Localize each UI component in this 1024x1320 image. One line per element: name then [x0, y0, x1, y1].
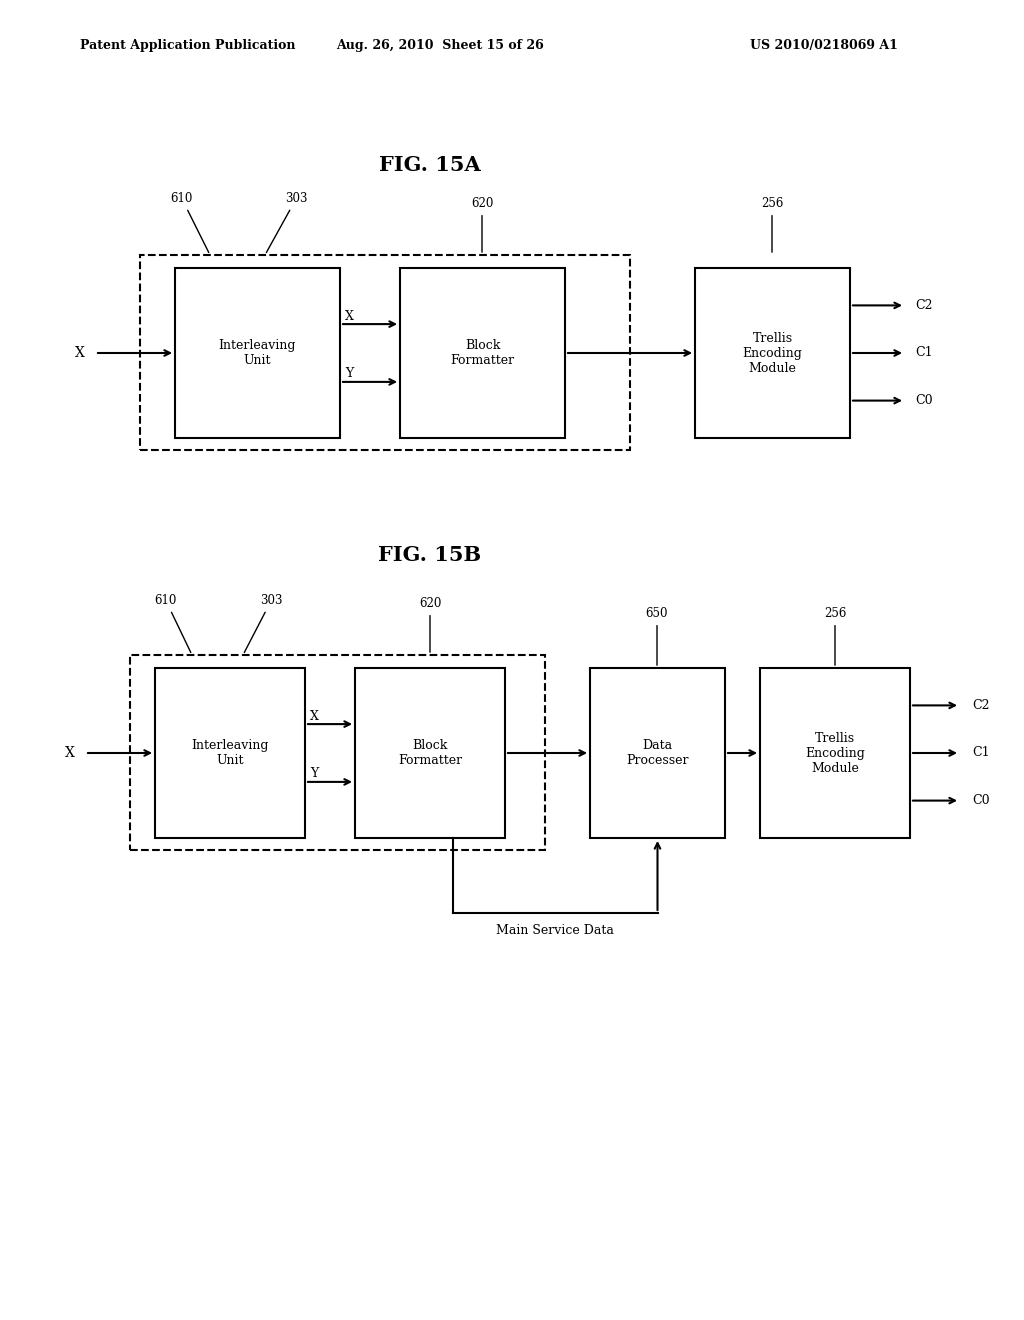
Text: Interleaving
Unit: Interleaving Unit [191, 739, 268, 767]
Bar [760, 668, 910, 838]
Text: 610: 610 [171, 191, 209, 252]
Text: 620: 620 [419, 597, 441, 652]
Bar [140, 255, 630, 450]
Text: 256: 256 [824, 607, 846, 665]
Text: Block
Formatter: Block Formatter [398, 739, 462, 767]
Text: C2: C2 [972, 698, 989, 711]
Text: Block
Formatter: Block Formatter [451, 339, 515, 367]
Text: 303: 303 [266, 191, 307, 252]
Text: 256: 256 [761, 197, 783, 252]
Text: Aug. 26, 2010  Sheet 15 of 26: Aug. 26, 2010 Sheet 15 of 26 [336, 38, 544, 51]
Text: 303: 303 [245, 594, 283, 652]
Text: Trellis
Encoding
Module: Trellis Encoding Module [805, 731, 865, 775]
Bar [355, 668, 505, 838]
Text: Patent Application Publication: Patent Application Publication [80, 38, 296, 51]
Text: FIG. 15A: FIG. 15A [379, 154, 481, 176]
Text: 650: 650 [646, 607, 669, 665]
Text: C1: C1 [972, 747, 989, 759]
Bar [400, 268, 565, 438]
Text: C0: C0 [972, 795, 989, 807]
Bar [130, 655, 545, 850]
Text: 620: 620 [471, 197, 494, 252]
Text: Trellis
Encoding
Module: Trellis Encoding Module [742, 331, 803, 375]
Text: FIG. 15B: FIG. 15B [379, 545, 481, 565]
Bar [175, 268, 340, 438]
Text: Y: Y [310, 767, 318, 780]
Text: US 2010/0218069 A1: US 2010/0218069 A1 [750, 38, 898, 51]
Text: Y: Y [345, 367, 353, 380]
Text: Data
Processer: Data Processer [627, 739, 689, 767]
Text: X: X [345, 310, 354, 322]
Text: C1: C1 [915, 346, 933, 359]
Bar [695, 268, 850, 438]
Text: X: X [66, 746, 75, 760]
Text: C0: C0 [915, 395, 933, 407]
Bar [155, 668, 305, 838]
Text: X: X [75, 346, 85, 360]
Bar [590, 668, 725, 838]
Text: 610: 610 [155, 594, 190, 652]
Text: Main Service Data: Main Service Data [496, 924, 614, 937]
Text: X: X [310, 710, 318, 722]
Text: C2: C2 [915, 298, 933, 312]
Text: Interleaving
Unit: Interleaving Unit [219, 339, 296, 367]
